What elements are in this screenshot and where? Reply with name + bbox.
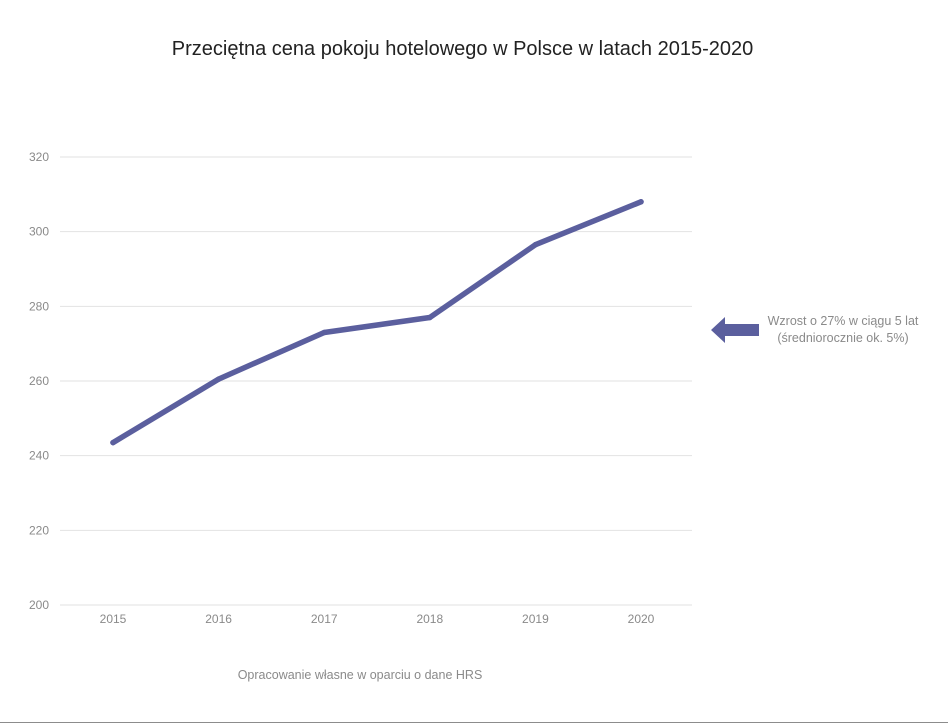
series-line	[110, 199, 644, 446]
data-point	[110, 439, 116, 446]
data-point	[427, 314, 433, 321]
y-tick-label: 300	[29, 225, 49, 239]
bottom-divider	[0, 722, 948, 723]
x-tick-label: 2016	[205, 612, 232, 626]
x-tick-label: 2015	[100, 612, 127, 626]
x-tick-label: 2019	[522, 612, 549, 626]
data-point	[532, 241, 539, 248]
x-tick-label: 2020	[628, 612, 655, 626]
data-point	[638, 199, 644, 205]
annotation-arrow	[711, 317, 759, 343]
y-tick-label: 240	[29, 449, 49, 463]
source-note: Opracowanie własne w oparciu o dane HRS	[237, 668, 483, 682]
chart-title: Przeciętna cena pokoju hotelowego w Pols…	[171, 38, 754, 60]
growth-annotation: Wzrost o 27% w ciągu 5 lat (średnioroczn…	[767, 314, 919, 345]
y-tick-label: 220	[29, 523, 49, 537]
y-axis-tick-labels: 200 220 240 260 280 300 320	[29, 150, 49, 612]
y-tick-label: 260	[29, 374, 49, 388]
series-layer	[110, 199, 644, 446]
x-axis-tick-labels: 2015 2016 2017 2018 2019 2020	[100, 612, 655, 626]
x-tick-label: 2018	[416, 612, 443, 626]
y-tick-label: 200	[29, 598, 49, 612]
data-point	[215, 376, 222, 382]
y-tick-label: 280	[29, 299, 49, 313]
data-point	[321, 329, 327, 336]
left-arrow-icon	[711, 317, 759, 343]
x-tick-label: 2017	[311, 612, 338, 626]
gridlines	[60, 156, 692, 606]
y-tick-label: 320	[29, 150, 49, 164]
